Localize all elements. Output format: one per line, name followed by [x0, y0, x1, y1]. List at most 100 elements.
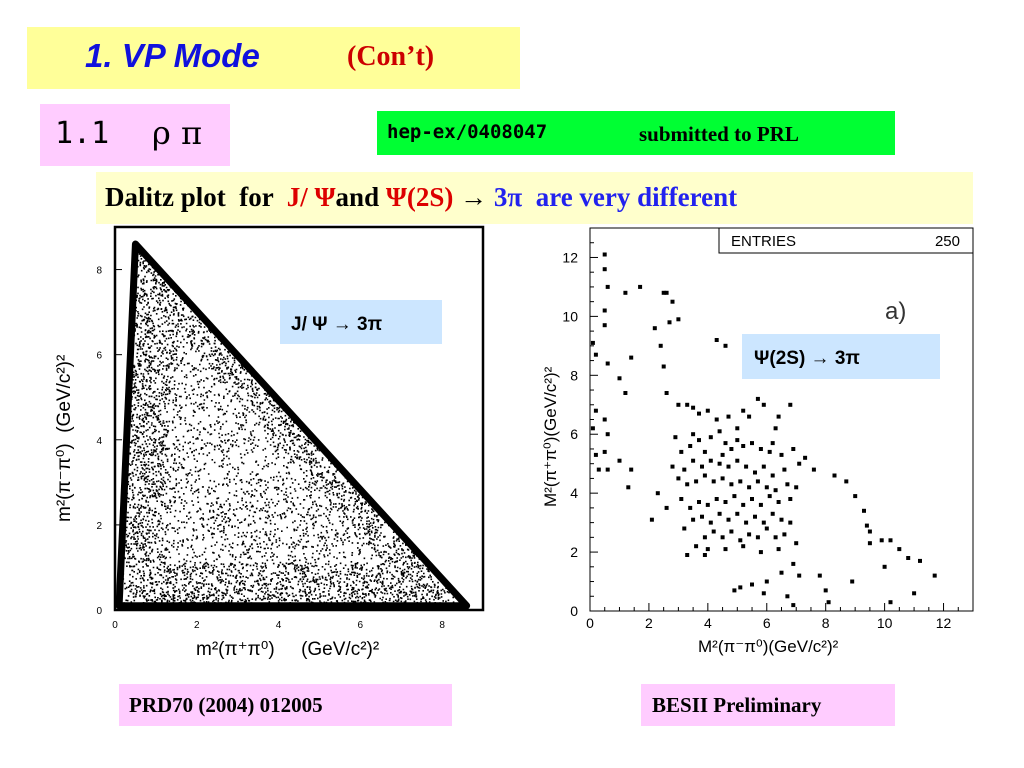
scatter-point	[708, 435, 713, 440]
scatter-point	[764, 526, 769, 531]
scatter-point	[705, 408, 710, 413]
scatter-point	[770, 473, 775, 478]
scatter-point	[626, 485, 631, 490]
scatter-point	[661, 364, 666, 369]
x-tick-label: 4	[276, 620, 282, 631]
scatter-point	[702, 449, 707, 454]
scatter-point	[844, 479, 849, 484]
scatter-point	[720, 452, 725, 457]
scatter-point	[708, 458, 713, 463]
scatter-point	[723, 441, 728, 446]
scatter-point	[750, 582, 754, 587]
scatter-point	[776, 500, 781, 504]
x-axis-label: m²(π⁺π⁰) (GeV/c²)²	[196, 639, 379, 660]
scatter-point	[832, 473, 837, 478]
scatter-point	[667, 320, 672, 325]
scatter-point	[912, 591, 917, 596]
scatter-point	[720, 535, 725, 540]
x-tick-label: 8	[822, 615, 830, 631]
y-tick-label: 4	[570, 485, 578, 501]
x-axis-label: M²(π⁻π⁰)(GeV/c²)²	[698, 637, 839, 656]
scatter-point	[676, 476, 681, 481]
scatter-point	[932, 573, 937, 578]
scatter-point	[691, 432, 696, 437]
scatter-point	[638, 284, 643, 289]
scatter-point	[593, 352, 598, 357]
scatter-point	[785, 482, 790, 487]
scatter-point	[629, 467, 634, 472]
left-citation-box: PRD70 (2004) 012005	[119, 684, 452, 726]
legend: Ψ(2S) → 3π	[742, 334, 940, 379]
scatter-point	[729, 447, 734, 451]
scatter-point	[726, 517, 731, 522]
dalitz-boundary	[115, 240, 471, 610]
scatter-point	[850, 579, 855, 584]
scatter-point	[590, 426, 595, 431]
scatter-point	[685, 402, 690, 407]
scatter-point	[679, 449, 684, 454]
scatter-point	[791, 603, 796, 608]
section-number: 1.1	[55, 116, 110, 151]
scatter-point	[779, 517, 784, 522]
scatter-point	[735, 438, 740, 443]
stats-value: 250	[935, 233, 960, 250]
scatter-point	[717, 461, 722, 466]
reference-note: submitted to PRL	[639, 122, 799, 146]
x-tick-label: 6	[358, 620, 364, 631]
scatter-point	[761, 591, 766, 596]
scatter-point	[888, 600, 893, 605]
headline: Dalitz plot for J/ Ψand Ψ(2S) → 3π are v…	[105, 182, 737, 213]
scatter-point	[779, 570, 784, 575]
scatter-point	[864, 523, 869, 528]
scatter-point	[741, 502, 746, 507]
scatter-point	[767, 449, 772, 454]
scatter-point	[735, 426, 740, 431]
scatter-point	[723, 343, 728, 348]
scatter-point	[717, 511, 722, 516]
scatter-point	[691, 405, 696, 410]
stats-label: ENTRIES	[731, 233, 796, 250]
scatter-point	[617, 376, 622, 381]
scatter-point	[794, 541, 799, 546]
scatter-point	[691, 517, 696, 522]
scatter-point	[770, 441, 775, 446]
x-tick-label: 0	[112, 620, 118, 631]
scatter-point	[826, 600, 831, 605]
scatter-point	[732, 588, 737, 593]
scatter-point	[735, 458, 740, 463]
left-citation: PRD70 (2004) 012005	[129, 693, 323, 717]
y-tick-label: 8	[96, 266, 102, 277]
scatter-point	[776, 547, 781, 552]
scatter-point	[750, 497, 754, 501]
scatter-point	[714, 338, 719, 342]
scatter-point	[729, 529, 734, 534]
scatter-point	[593, 408, 598, 413]
x-tick-label: 2	[645, 615, 653, 631]
y-tick-label: 12	[562, 249, 578, 265]
scatter-point	[682, 526, 687, 531]
scatter-point	[782, 467, 787, 472]
scatter-point	[888, 538, 893, 543]
x-tick-label: 8	[439, 620, 445, 631]
right-citation-box: BESII Preliminary	[641, 684, 895, 726]
headline-conclusion: 3π are very different	[493, 182, 738, 212]
scatter-point	[590, 340, 595, 345]
x-tick-label: 12	[936, 615, 952, 631]
scatter-point	[750, 441, 754, 446]
scatter-point	[673, 435, 678, 440]
scatter-point	[679, 497, 684, 501]
scatter-point	[676, 317, 681, 322]
y-tick-label: 0	[96, 606, 102, 617]
scatter-point	[664, 391, 669, 395]
scatter-point	[779, 452, 784, 457]
x-tick-label: 2	[194, 620, 200, 631]
scatter-point	[867, 541, 872, 546]
scatter-point	[685, 482, 690, 487]
y-axis-label: m²(π⁻π⁰) (GeV/c²)²	[54, 355, 75, 522]
scatter-point	[753, 470, 757, 475]
section-symbol: ρ π	[152, 114, 203, 152]
x-tick-label: 10	[877, 615, 893, 631]
scatter-point	[918, 558, 922, 563]
scatter-point	[867, 529, 872, 534]
